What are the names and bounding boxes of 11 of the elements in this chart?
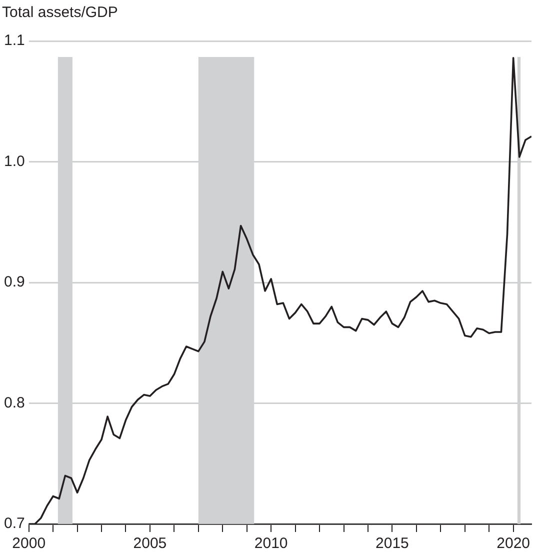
x-tick-label: 2015 [376,535,409,552]
y-axis-title: Total assets/GDP [2,4,118,21]
x-tick-label: 2010 [254,535,288,552]
x-tick-label: 2020 [496,535,530,552]
x-tick-label: 2000 [12,535,46,552]
y-tick-label: 1.0 [4,152,25,170]
y-tick-label: 0.9 [4,274,25,291]
y-tick-label: 0.7 [4,515,25,532]
y-tick-label: 1.1 [4,32,25,50]
y-tick-label: 0.8 [4,394,25,412]
x-tick-label: 2005 [133,535,167,552]
